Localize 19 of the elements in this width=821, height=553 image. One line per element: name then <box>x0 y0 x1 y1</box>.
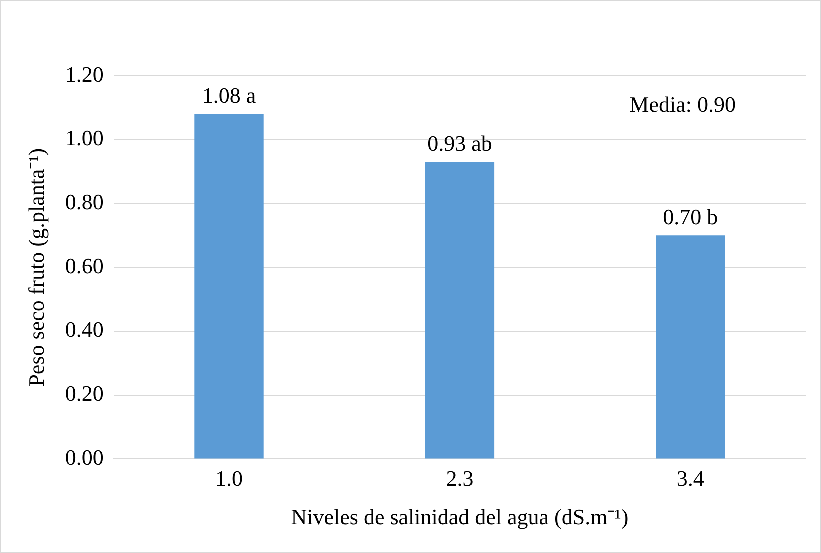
y-axis-title: Peso seco fruto (g.planta⁻¹) <box>24 148 49 387</box>
y-tick-label: 0.80 <box>65 190 104 215</box>
x-tick-label: 1.0 <box>216 466 243 492</box>
x-axis-title: Niveles de salinidad del agua (dS.m⁻¹) <box>291 504 629 530</box>
y-tick-label: 0.00 <box>65 444 104 470</box>
data-label: 1.08 a <box>202 83 256 108</box>
y-tick-label: 0.40 <box>65 317 104 342</box>
x-tick-label: 3.4 <box>676 466 704 492</box>
bar <box>194 114 264 459</box>
bar <box>425 162 495 459</box>
annotation: Media: 0.90 <box>630 92 736 117</box>
y-tick-label: 1.20 <box>65 62 104 87</box>
y-tick-label: 1.00 <box>65 126 104 151</box>
y-tick-label: 0.60 <box>65 253 104 278</box>
x-tick-label: 2.3 <box>446 466 474 492</box>
data-label: 0.70 b <box>663 204 718 230</box>
y-tick-label: 0.20 <box>65 381 104 406</box>
data-label: 0.93 ab <box>428 131 492 156</box>
bar <box>656 236 726 459</box>
